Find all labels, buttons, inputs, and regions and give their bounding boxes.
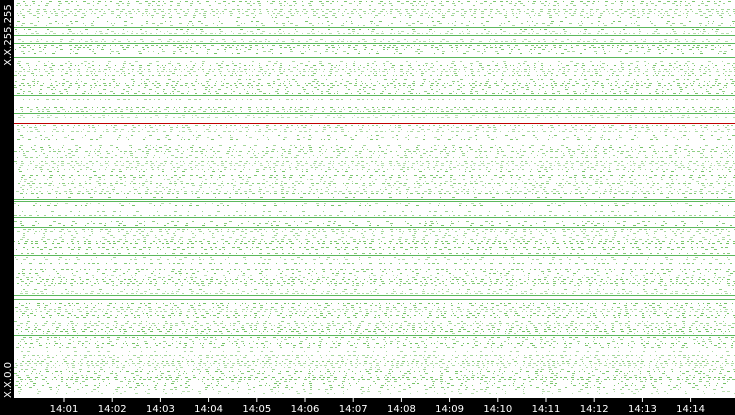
x-tick-label: 14:04: [194, 404, 223, 415]
x-tick-label: 14:13: [628, 404, 657, 415]
x-tick-label: 14:06: [291, 404, 320, 415]
x-tick-label: 14:01: [50, 404, 79, 415]
x-tick-label: 14:12: [580, 404, 609, 415]
x-tick-label: 14:11: [532, 404, 561, 415]
x-tick-label: 14:05: [242, 404, 271, 415]
y-axis-strip: [0, 0, 14, 415]
x-tick-label: 14:10: [483, 404, 512, 415]
x-tick-label: 14:02: [98, 404, 127, 415]
x-tick-label: 14:03: [146, 404, 175, 415]
activity-plot: [14, 1, 735, 394]
x-tick-label: 14:14: [676, 404, 705, 415]
x-axis-strip: [0, 398, 735, 415]
y-top-label: X.X.255.255: [3, 4, 14, 65]
x-tick-label: 14:07: [339, 404, 368, 415]
x-tick-label: 14:08: [387, 404, 416, 415]
y-bottom-label: X.X.0.0: [3, 362, 14, 398]
x-axis: 14:01 14:02 14:03 14:04 14:05 14:06 14:07 14:08…: [50, 398, 705, 415]
x-tick-label: 14:09: [435, 404, 464, 415]
